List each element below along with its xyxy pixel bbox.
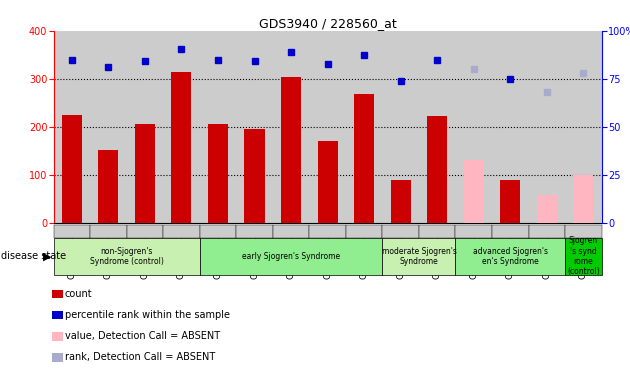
Bar <box>573 175 593 223</box>
Bar <box>500 180 520 223</box>
Text: rank, Detection Call = ABSENT: rank, Detection Call = ABSENT <box>65 352 215 362</box>
Bar <box>281 77 301 223</box>
Text: ▶: ▶ <box>43 251 52 262</box>
Bar <box>135 124 155 223</box>
Bar <box>464 161 484 223</box>
Bar <box>171 71 192 223</box>
Text: percentile rank within the sample: percentile rank within the sample <box>65 310 230 320</box>
Bar <box>208 124 228 223</box>
Bar <box>354 94 374 223</box>
Bar <box>537 195 557 223</box>
Text: count: count <box>65 289 93 299</box>
Title: GDS3940 / 228560_at: GDS3940 / 228560_at <box>259 17 396 30</box>
Text: early Sjogren's Syndrome: early Sjogren's Syndrome <box>242 252 340 261</box>
Bar <box>98 150 118 223</box>
Bar <box>244 129 265 223</box>
Text: Sjogren
's synd
rome
(control): Sjogren 's synd rome (control) <box>567 236 600 276</box>
Bar <box>427 116 447 223</box>
Bar <box>318 141 338 223</box>
Text: non-Sjogren's
Syndrome (control): non-Sjogren's Syndrome (control) <box>89 247 164 266</box>
Text: moderate Sjogren's
Syndrome: moderate Sjogren's Syndrome <box>382 247 456 266</box>
Text: advanced Sjogren's
en's Syndrome: advanced Sjogren's en's Syndrome <box>472 247 548 266</box>
Bar <box>62 115 82 223</box>
Bar <box>391 180 411 223</box>
Text: value, Detection Call = ABSENT: value, Detection Call = ABSENT <box>65 331 220 341</box>
Text: disease state: disease state <box>1 251 66 262</box>
